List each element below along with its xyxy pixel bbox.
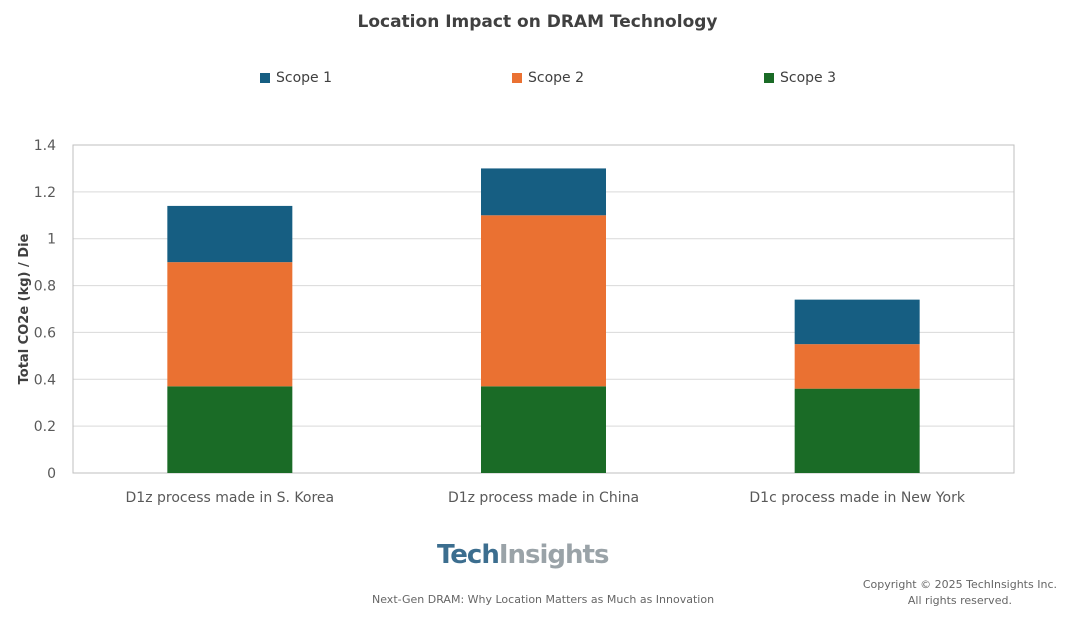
bar-segment-scope-1 <box>481 168 606 216</box>
bar-segment-scope-3 <box>794 388 920 473</box>
chart-title: Location Impact on DRAM Technology <box>357 12 718 32</box>
legend-label: Scope 2 <box>528 70 585 86</box>
y-tick-label: 1.4 <box>34 138 56 154</box>
y-tick-label: 1 <box>47 232 56 248</box>
bar-segment-scope-2 <box>481 215 606 387</box>
bar-segment-scope-2 <box>167 262 293 387</box>
y-tick-label: 0.6 <box>34 325 56 341</box>
y-tick-label: 0 <box>47 466 56 482</box>
copyright: Copyright © 2025 TechInsights Inc. All ri… <box>862 578 1057 607</box>
y-tick-label: 1.2 <box>34 185 56 201</box>
bar-segment-scope-3 <box>481 386 606 473</box>
x-tick-label: D1z process made in S. Korea <box>126 490 335 506</box>
legend-swatch <box>260 73 270 83</box>
x-tick-label: D1z process made in China <box>448 490 639 506</box>
legend-swatch <box>512 73 522 83</box>
legend-label: Scope 1 <box>276 70 333 86</box>
legend-swatch <box>764 73 774 83</box>
y-tick-label: 0.2 <box>34 419 56 435</box>
bar-segment-scope-1 <box>794 299 920 345</box>
bar-segment-scope-3 <box>167 386 293 473</box>
bar-segment-scope-1 <box>167 205 293 263</box>
legend-item-scope-3: Scope 3 <box>764 70 836 86</box>
legend-label: Scope 3 <box>780 70 837 86</box>
x-tick-label: D1c process made in New York <box>749 490 965 506</box>
legend-item-scope-1: Scope 1 <box>260 70 332 86</box>
bar-segment-scope-2 <box>794 344 920 389</box>
legend-item-scope-2: Scope 2 <box>512 70 584 86</box>
footer-subtitle: Next-Gen DRAM: Why Location Matters as M… <box>372 593 715 606</box>
y-axis-label: Total CO2e (kg) / Die <box>17 233 32 384</box>
techinsights-logo: TechInsights <box>437 540 609 570</box>
y-tick-label: 0.4 <box>34 372 56 388</box>
y-tick-label: 0.8 <box>34 279 56 295</box>
